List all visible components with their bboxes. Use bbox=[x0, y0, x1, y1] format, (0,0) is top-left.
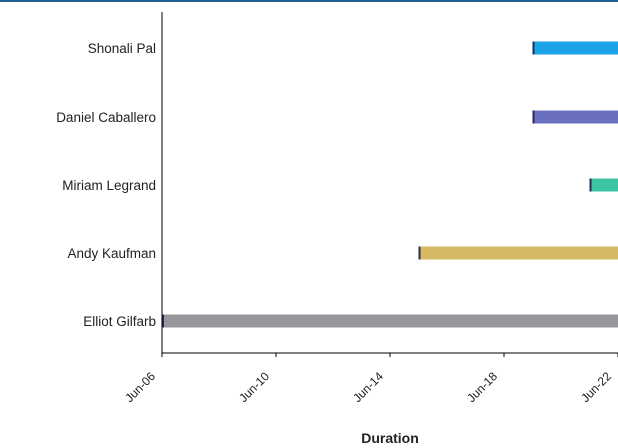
x-axis-title: Duration bbox=[361, 430, 419, 446]
y-tick-label: Elliot Gilfarb bbox=[83, 314, 156, 329]
y-tick-label: Andy Kaufman bbox=[67, 246, 156, 261]
bar-daniel-caballero bbox=[532, 110, 618, 124]
x-ticks-group: Jun-06 Jun-10 Jun-14 Jun-18 Jun-22 bbox=[122, 353, 618, 405]
bar-start-marker bbox=[589, 178, 592, 192]
bar-shonali-pal bbox=[532, 41, 618, 55]
bar-elliot-gilfarb bbox=[162, 314, 618, 328]
x-tick-label: Jun-18 bbox=[464, 369, 500, 405]
y-tick-label: Daniel Caballero bbox=[56, 110, 156, 125]
bar-miriam-legrand bbox=[589, 178, 618, 192]
y-tick-label: Miriam Legrand bbox=[62, 178, 156, 193]
top-border bbox=[0, 0, 618, 2]
bar-start-marker bbox=[532, 41, 535, 55]
x-tick-label: Jun-14 bbox=[350, 369, 386, 405]
y-tick-label: Shonali Pal bbox=[88, 41, 156, 56]
bar-start-marker bbox=[532, 110, 535, 124]
bars-group bbox=[162, 41, 618, 328]
bar-start-marker bbox=[418, 246, 421, 260]
bar-start-marker bbox=[162, 314, 164, 328]
bar-andy-kaufman bbox=[418, 246, 618, 260]
x-tick-label: Jun-06 bbox=[122, 369, 158, 405]
y-labels-group: Shonali Pal Daniel Caballero Miriam Legran… bbox=[56, 41, 156, 329]
x-tick-label: Jun-10 bbox=[236, 369, 272, 405]
x-tick-label: Jun-22 bbox=[578, 369, 614, 405]
